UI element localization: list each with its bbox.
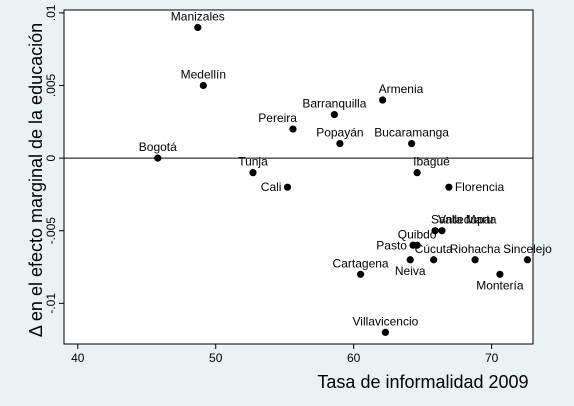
x-axis-title: Tasa de informalidad 2009: [317, 372, 528, 392]
data-point: [430, 256, 438, 264]
point-label: Bogotá: [139, 140, 177, 154]
point-label: Riohacha: [450, 242, 501, 256]
data-point: [381, 328, 390, 336]
data-point: [413, 169, 421, 177]
y-tick-label: -.005: [44, 217, 58, 245]
point-label: Ibagué: [413, 155, 450, 169]
data-point: [330, 110, 338, 119]
data-point: [379, 96, 387, 104]
point-label: Popayán: [316, 126, 363, 140]
data-point: [154, 154, 162, 162]
point-label: Cali: [261, 180, 282, 194]
point-label: Santa Marta: [431, 213, 497, 227]
axis-ticks: 40 50 60 70 .01 .005 0 -.005 -.01: [44, 4, 499, 365]
point-label: Armenia: [379, 82, 424, 96]
point-label: Villavicencio: [352, 314, 418, 328]
y-tick-label: -.01: [44, 293, 58, 314]
y-tick-label: .005: [44, 74, 58, 98]
point-label: Tunja: [238, 155, 268, 169]
data-point: [336, 140, 344, 148]
point-label: Barranquilla: [302, 97, 366, 111]
x-tick-label: 50: [209, 351, 223, 365]
data-point: [471, 256, 479, 264]
data-point: [413, 241, 421, 249]
data-point: [406, 256, 414, 264]
point-label: Medellín: [181, 68, 226, 82]
data-point: [496, 270, 504, 278]
data-point: [445, 183, 453, 191]
data-point: [438, 227, 446, 235]
data-point: [523, 256, 532, 264]
point-label: Manizales: [171, 9, 225, 23]
point-label: Florencia: [455, 180, 505, 194]
data-point: [289, 125, 297, 133]
x-tick-label: 70: [485, 351, 499, 365]
data-point: [249, 169, 257, 177]
y-tick-label: 0: [44, 154, 58, 161]
data-point: [194, 23, 202, 32]
point-label: Valledupar: [438, 213, 494, 227]
data-points: Manizales Medellín Armenia Barranquilla Pere…: [139, 9, 552, 336]
point-label: Pereira: [258, 111, 297, 125]
data-point: [283, 183, 292, 191]
data-point: [431, 227, 439, 235]
point-label: Neiva: [395, 264, 426, 278]
plot-area: [63, 9, 534, 345]
y-tick-label: .01: [44, 4, 58, 21]
point-label: Cartagena: [333, 256, 389, 270]
point-label: Pasto: [376, 238, 407, 252]
data-point: [408, 140, 416, 148]
point-label: Quibdó: [398, 227, 437, 241]
data-point: [356, 270, 365, 278]
point-label: Montería: [476, 278, 524, 292]
x-tick-label: 60: [347, 351, 361, 365]
point-label: Sincelejo: [503, 242, 552, 256]
point-label: Bucaramanga: [374, 126, 449, 140]
y-axis-title: Δ en el efecto marginal de la educación: [26, 23, 46, 337]
x-tick-label: 40: [71, 351, 85, 365]
point-label: Cúcuta: [415, 242, 453, 256]
data-point: [199, 81, 207, 90]
